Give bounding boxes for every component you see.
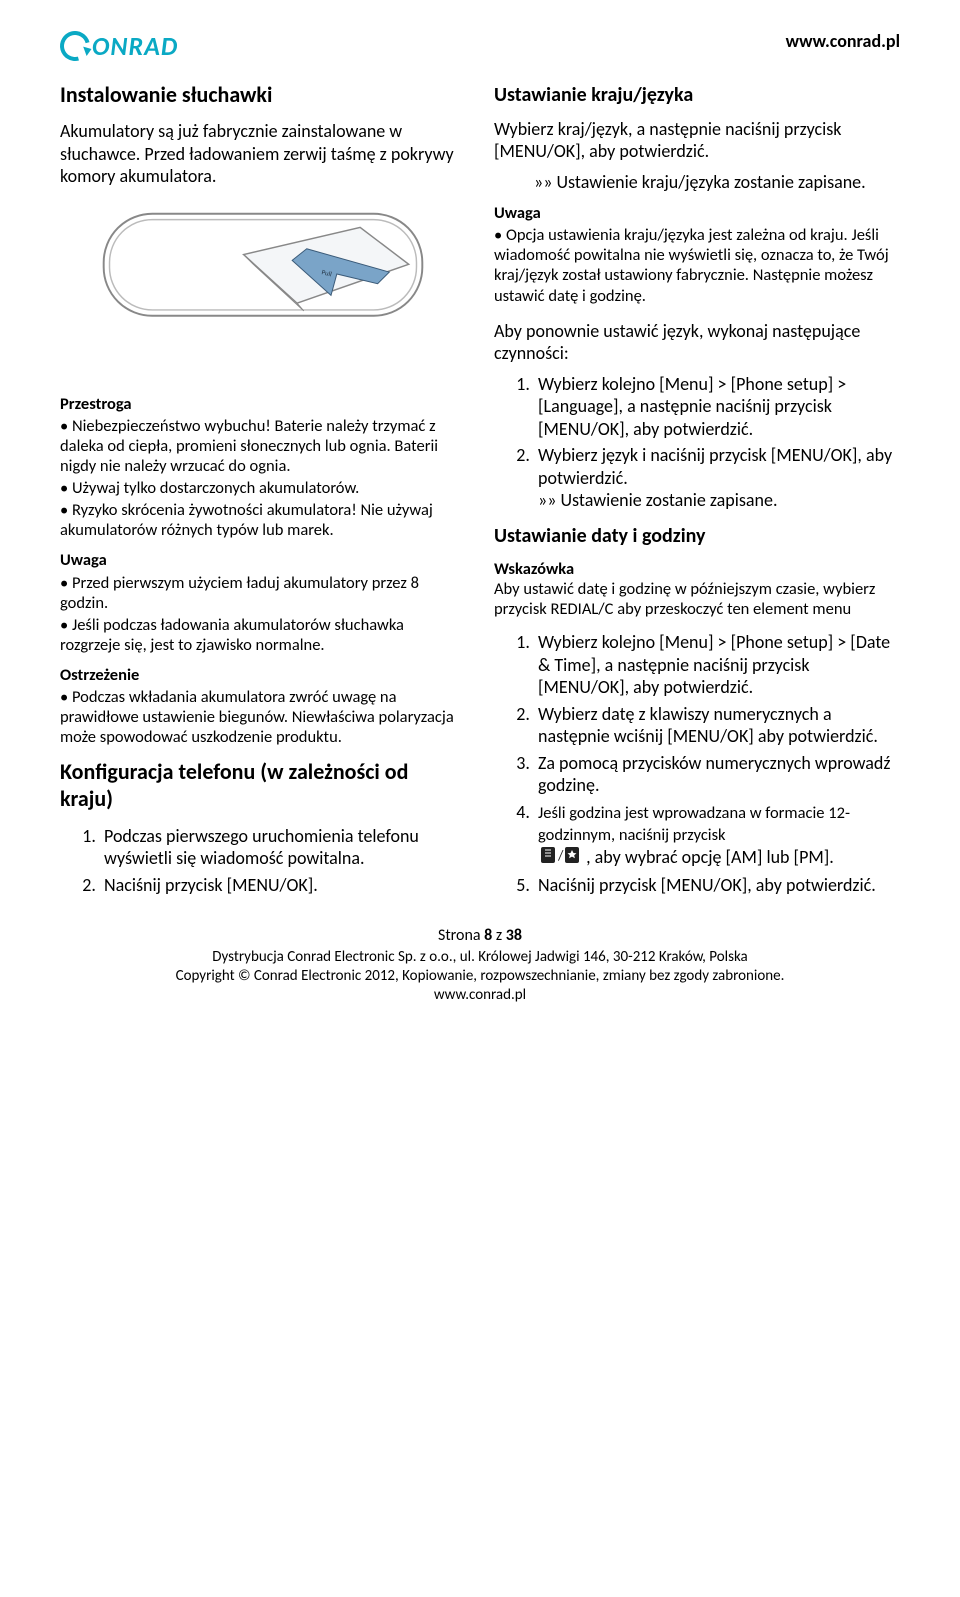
caution-line-3: • Ryzyko skrócenia żywotności akumulator… xyxy=(60,500,466,540)
handset-illustration: Pull xyxy=(60,206,466,376)
note-block-left: Uwaga • Przed pierwszym użyciem ładuj ak… xyxy=(60,550,466,655)
footer-line-2: Copyright © Conrad Electronic 2012, Kopi… xyxy=(60,967,900,986)
dt-item-4-tail: , aby wybrać opcję [AM] lub [PM]. xyxy=(586,846,834,868)
svg-text:/: / xyxy=(557,847,564,864)
datetime-list: Wybierz kolejno [Menu] > [Phone setup] >… xyxy=(494,631,900,896)
dt-item-1: Wybierz kolejno [Menu] > [Phone setup] >… xyxy=(534,631,900,699)
page-prefix: Strona xyxy=(438,926,484,945)
tip-block: Wskazówka Aby ustawić datę i godzinę w p… xyxy=(494,559,900,619)
page-header: ONRAD www.conrad.pl xyxy=(60,30,900,63)
section-country-lang: Ustawianie kraju/języka xyxy=(494,83,900,108)
handset-svg-icon: Pull xyxy=(93,206,433,376)
footer-line-3: www.conrad.pl xyxy=(60,986,900,1005)
lang-item-2: Wybierz język i naciśnij przycisk [MENU/… xyxy=(534,444,900,512)
header-url: www.conrad.pl xyxy=(786,30,900,53)
tip-body: Aby ustawić datę i godzinę w późniejszym… xyxy=(494,579,900,619)
section-phone-config: Konfiguracja telefonu (w zależności od k… xyxy=(60,758,466,813)
warning-title: Ostrzeżenie xyxy=(60,665,466,685)
footer-line-1: Dystrybucja Conrad Electronic Sp. z o.o.… xyxy=(60,948,900,967)
config-item-1: Podczas pierwszego uruchomienia telefonu… xyxy=(100,825,466,870)
lang-item-1: Wybierz kolejno [Menu] > [Phone setup] >… xyxy=(534,373,900,441)
caution-line-1: • Niebezpieczeństwo wybuchu! Baterie nal… xyxy=(60,416,466,476)
dt-item-5: Naciśnij przycisk [MENU/OK], aby potwier… xyxy=(534,874,900,897)
phonebook-star-icon: / xyxy=(540,846,580,870)
caution-block: Przestroga • Niebezpieczeństwo wybuchu! … xyxy=(60,394,466,541)
note-title-right: Uwaga xyxy=(494,203,900,223)
note-title-left: Uwaga xyxy=(60,550,466,570)
column-left: Instalowanie słuchawki Akumulatory są ju… xyxy=(60,71,466,903)
lang-intro: Aby ponownie ustawić język, wykonaj nast… xyxy=(494,320,900,365)
caution-title: Przestroga xyxy=(60,394,466,414)
page-root: ONRAD www.conrad.pl Instalowanie słuchaw… xyxy=(0,0,960,1015)
country-lang-p1: Wybierz kraj/język, a następnie naciśnij… xyxy=(494,118,900,163)
config-list: Podczas pierwszego uruchomienia telefonu… xyxy=(60,825,466,897)
dt-item-2: Wybierz datę z klawiszy numerycznych a n… xyxy=(534,703,900,748)
logo-c-icon xyxy=(55,26,96,67)
lang-list: Wybierz kolejno [Menu] > [Phone setup] >… xyxy=(494,373,900,512)
page-total: 38 xyxy=(506,926,522,945)
note-block-right: Uwaga • Opcja ustawienia kraju/języka je… xyxy=(494,203,900,306)
note-line-2: • Jeśli podczas ładowania akumulatorów s… xyxy=(60,615,466,655)
content-columns: Instalowanie słuchawki Akumulatory są ju… xyxy=(60,71,900,903)
dt-item-3: Za pomocą przycisków numerycznych wprowa… xyxy=(534,752,900,797)
tip-title: Wskazówka xyxy=(494,559,900,579)
section-install-headset: Instalowanie słuchawki xyxy=(60,81,466,109)
section-date-time: Ustawianie daty i godziny xyxy=(494,524,900,549)
brand-logo: ONRAD xyxy=(60,30,178,63)
dt-item-4-text: Jeśli godzina jest wprowadzana w formaci… xyxy=(538,803,850,846)
warning-line-1: • Podczas wkładania akumulatora zwróć uw… xyxy=(60,687,466,747)
caution-line-2: • Używaj tylko dostarczonych akumulatoró… xyxy=(60,478,466,498)
note-line-1: • Przed pierwszym użyciem ładuj akumulat… xyxy=(60,573,466,613)
logo-text: ONRAD xyxy=(92,30,178,63)
page-footer: Strona 8 z 38 Dystrybucja Conrad Electro… xyxy=(60,926,900,1004)
dt-item-4: Jeśli godzina jest wprowadzana w formaci… xyxy=(534,801,900,870)
column-right: Ustawianie kraju/języka Wybierz kraj/jęz… xyxy=(494,71,900,903)
install-intro: Akumulatory są już fabrycznie zainstalow… xyxy=(60,120,466,188)
note-body-right: • Opcja ustawienia kraju/języka jest zal… xyxy=(494,225,900,306)
config-item-2: Naciśnij przycisk [MENU/OK]. xyxy=(100,874,466,897)
lang-item-2-text: Wybierz język i naciśnij przycisk [MENU/… xyxy=(538,444,892,489)
warning-block: Ostrzeżenie • Podczas wkładania akumulat… xyxy=(60,665,466,748)
country-lang-sub: »» Ustawienie kraju/języka zostanie zapi… xyxy=(494,171,900,194)
lang-sub: »» Ustawienie zostanie zapisane. xyxy=(538,489,778,511)
page-mid: z xyxy=(492,926,506,945)
page-number: Strona 8 z 38 xyxy=(60,926,900,946)
